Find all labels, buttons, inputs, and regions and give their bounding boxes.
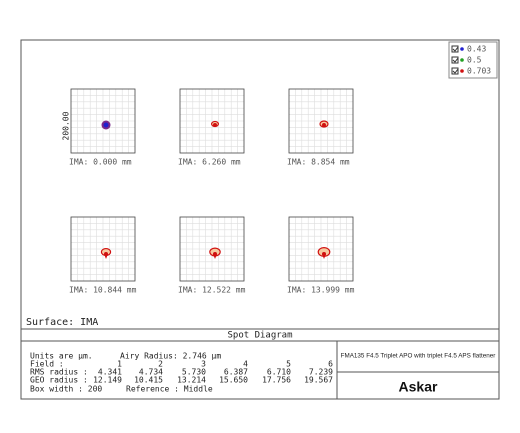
- cell: 4.734: [139, 368, 163, 377]
- legend-swatch: [460, 69, 464, 73]
- cell: 1: [117, 360, 122, 369]
- legend-label: 0.43: [467, 45, 486, 54]
- cell: 2: [158, 360, 163, 369]
- field-label: IMA: 0.000 mm: [69, 158, 132, 167]
- cell: 7.239: [309, 368, 333, 377]
- legend-checkbox: [451, 56, 459, 64]
- spot: [104, 254, 108, 259]
- spot-box: [70, 216, 136, 282]
- field-label: IMA: 12.522 mm: [178, 286, 246, 295]
- cell: 4: [243, 360, 248, 369]
- spot: [322, 123, 326, 127]
- field-label: IMA: 6.260 mm: [178, 158, 241, 167]
- cell: 17.756: [262, 376, 291, 385]
- spot-box: [70, 88, 136, 154]
- legend-check: [452, 68, 459, 74]
- logo: Askar: [399, 379, 438, 395]
- field-label: IMA: 13.999 mm: [287, 286, 355, 295]
- row-label: GEO radius :: [30, 376, 88, 385]
- box-width: Box width : 200: [30, 385, 102, 394]
- field-label: IMA: 10.844 mm: [69, 286, 137, 295]
- cell: 5: [286, 360, 291, 369]
- field-label: IMA: 8.854 mm: [287, 158, 350, 167]
- spot-box: [288, 88, 354, 154]
- scale-label: 200.00: [62, 111, 71, 140]
- cell: 6.710: [267, 368, 291, 377]
- cell: 6.387: [224, 368, 248, 377]
- legend-label: 0.703: [467, 67, 491, 76]
- cell: 12.149: [93, 376, 122, 385]
- surface-label: Surface: IMA: [26, 317, 98, 328]
- legend-swatch: [460, 58, 464, 62]
- legend-checkbox: [451, 67, 459, 75]
- cell: 4.341: [98, 368, 122, 377]
- spot-box: [179, 216, 245, 282]
- legend-label: 0.5: [467, 56, 482, 65]
- title: Spot Diagram: [227, 331, 292, 341]
- cell: 3: [201, 360, 206, 369]
- description: FMA135 F4.5 Triplet APO with triplet F4.…: [341, 353, 496, 360]
- cell: 10.415: [134, 376, 163, 385]
- cell: 6: [328, 360, 333, 369]
- legend-check: [452, 57, 459, 63]
- units: Units are µm.: [30, 352, 93, 361]
- spot-box: [288, 216, 354, 282]
- row-label: Field :: [30, 360, 64, 369]
- legend-checkbox: [451, 45, 459, 53]
- spot: [103, 122, 109, 128]
- spot: [322, 254, 326, 259]
- legend-check: [452, 46, 459, 52]
- spot-box: [179, 88, 245, 154]
- cell: 5.730: [182, 368, 206, 377]
- cell: 13.214: [177, 376, 206, 385]
- row-label: RMS radius :: [30, 368, 88, 377]
- cell: 19.567: [304, 376, 333, 385]
- spot: [213, 123, 217, 127]
- airy-radius: Airy Radius: 2.746 µm: [120, 352, 221, 361]
- cell: 15.650: [219, 376, 248, 385]
- reference: Reference : Middle: [126, 385, 213, 394]
- frame: [20, 39, 500, 400]
- spot: [213, 254, 217, 259]
- legend-swatch: [460, 47, 464, 51]
